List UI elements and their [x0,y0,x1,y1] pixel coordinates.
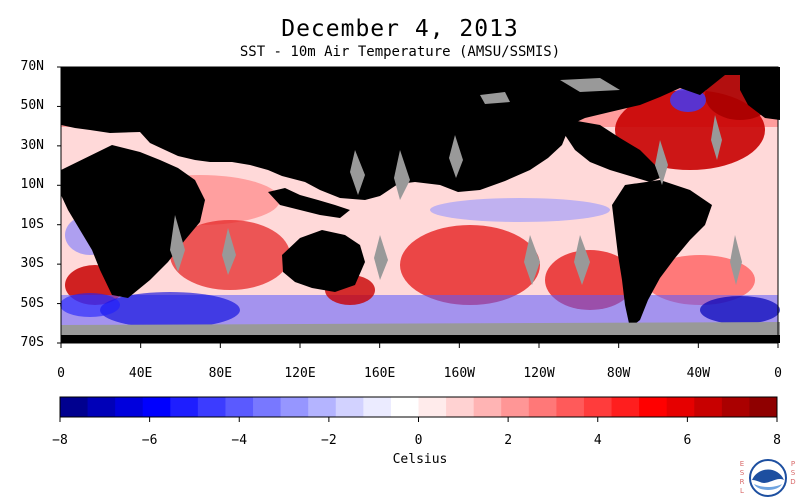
colorbar-swatch [225,397,254,417]
lon-label: 40W [686,366,711,381]
colorbar-swatch [721,397,750,417]
latitude-ticks [57,66,61,344]
land-africa [61,145,205,298]
land-greenland [740,67,780,120]
colorbar-tick-label: 8 [773,433,781,448]
colorbar-swatch [390,397,419,417]
colorbar-swatch [197,397,226,417]
colorbar-swatch [363,397,392,417]
lat-label: 10N [20,177,44,193]
colorbar-swatch [666,397,695,417]
colorbar-tick-label: −8 [52,433,68,448]
colorbar-tick-label: 6 [683,433,692,448]
colorbar-swatch [87,397,116,417]
psd-label: PSD [790,460,796,486]
colorbar-swatch [501,397,530,417]
colorbar-swatch [335,397,364,417]
colorbar-swatch [556,397,585,417]
colorbar-swatch [473,397,502,417]
colorbar-swatch [253,397,282,417]
lon-label: 80E [208,366,233,381]
land-south-america [612,180,712,328]
lat-label: 50N [20,98,44,114]
colorbar-swatch [639,397,668,417]
colorbar-swatch [446,397,475,417]
colorbar-swatch [749,397,778,417]
lon-label: 120W [523,366,555,381]
lon-label: 40E [128,366,153,381]
colorbar-swatch [60,397,89,417]
colorbar-tick-label: −4 [231,433,248,448]
map-layer [60,67,780,343]
lat-label: 10S [20,216,44,232]
land-indonesia [268,188,350,218]
lon-label: 0 [774,366,782,381]
colorbar-swatch [694,397,723,417]
map-title: December 4, 2013 [281,16,519,42]
lon-label: 80W [606,366,631,381]
map-subtitle: SST - 10m Air Temperature (AMSU/SSMIS) [239,44,561,60]
colorbar-swatch [142,397,171,417]
lon-label: 120E [284,366,316,381]
lat-label: 50S [20,295,44,311]
esrl-label: ESRL [739,460,745,495]
colorbar-tick-label: 4 [593,433,602,448]
land-europe-asia [61,67,780,200]
colorbar-tick-label: 2 [504,433,513,448]
colorbar-swatch [528,397,557,417]
lat-label: 70S [20,335,44,350]
lon-label: 160W [443,366,475,381]
lat-label: 70N [20,59,44,74]
land-masses [61,67,780,343]
colorbar-unit-label: Celsius [392,452,448,467]
colorbar-tick-label: 0 [414,433,423,448]
colorbar-swatch [115,397,144,417]
colorbar-swatch [583,397,613,417]
longitude-ticks [60,343,779,348]
colorbar-swatch [280,397,309,417]
map-frame [60,66,779,344]
colorbar-swatch [308,397,337,417]
land-north-america-east [560,118,660,182]
colorbar-swatch [170,397,199,417]
noaa-logo-icon [749,459,787,497]
colorbar-tick-label: −2 [321,433,337,448]
land-australia [282,230,365,292]
lon-label: 0 [57,366,65,381]
lat-label: 30N [20,137,44,153]
land-antarctica [61,335,780,343]
colorbar-ticks [59,417,778,422]
lon-label: 160E [364,366,396,381]
lat-label: 30S [20,256,44,272]
colorbar [60,397,778,417]
colorbar-tick-label: −6 [141,433,158,448]
colorbar-swatch [611,397,640,417]
no-data-swaths [61,78,780,335]
colorbar-swatch [418,397,447,417]
